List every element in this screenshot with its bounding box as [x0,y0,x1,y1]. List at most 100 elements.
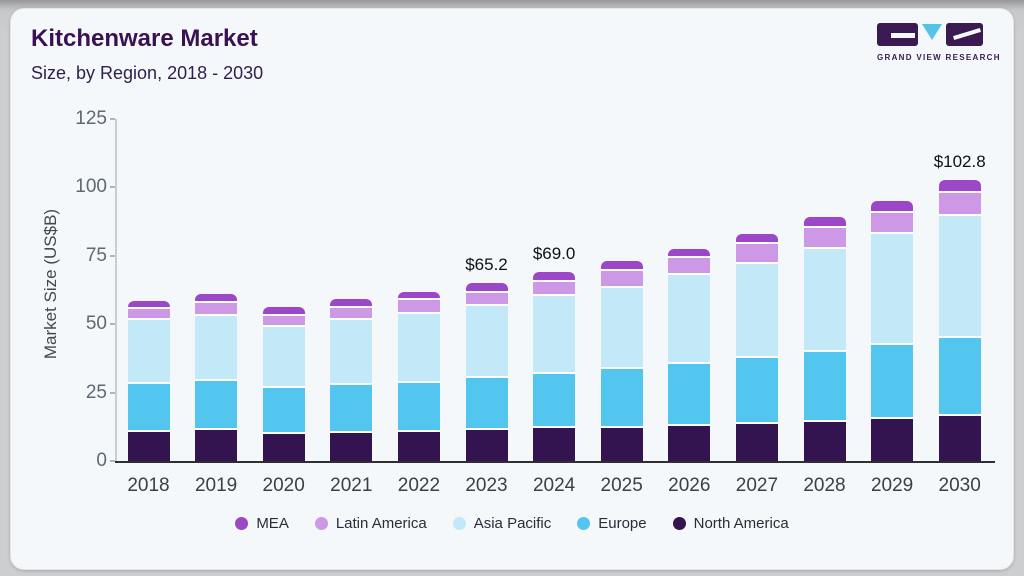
y-tick-label: 100 [75,176,107,198]
bar-segment-north-america [195,430,238,461]
bar-segment-mea [397,291,440,301]
bar-segment-north-america [871,419,914,461]
bar-segment-europe [533,373,576,429]
x-axis-line [115,461,995,463]
bar-segment-latin-america [127,309,170,321]
bar-segment-mea [871,200,914,213]
legend-swatch-icon [672,517,686,530]
bar-segment-asia-pacific [803,249,846,352]
y-tick-label: 125 [75,108,107,129]
bar-segment-asia-pacific [397,313,440,383]
bar-segment-north-america [735,423,778,461]
bar-segment-mea [668,248,711,259]
bar-segment-latin-america [533,281,576,297]
y-tick-mark [110,391,115,394]
bar-segment-north-america [803,421,846,461]
x-tick-label: 2026 [668,475,711,496]
bar-segment-latin-america [735,244,778,264]
legend-item-mea: MEA [235,515,289,532]
legend-label: Europe [598,515,647,532]
legend: MEA Latin America Asia Pacific Europe North … [11,515,1013,532]
bar-segment-latin-america [465,292,508,307]
x-tick-label: 2028 [803,475,846,496]
y-tick-mark [110,118,115,120]
x-tick-label: 2020 [262,475,305,496]
legend-item-latin-america: Latin America [314,515,427,532]
bar-group-2027 [735,233,778,461]
bar-segment-mea [465,282,508,293]
bar-segment-latin-america [600,271,643,288]
bar-segment-asia-pacific [600,287,643,369]
gvr-r-icon [946,23,983,46]
bar-segment-latin-america [803,228,846,250]
grand-view-research-logo: GRAND VIEW RESEARCH [877,23,1001,62]
bar-segment-mea [533,272,576,282]
bar-segment-asia-pacific [195,315,238,382]
data-label-2024: $69.0 [532,244,576,264]
x-tick-label: 2025 [600,475,643,496]
bar-segment-europe [938,337,981,417]
bar-segment-north-america [127,431,170,461]
bar-segment-europe [127,384,170,432]
y-axis-line [115,119,117,463]
bar-segment-latin-america [330,307,373,321]
bar-group-2022 [397,291,440,461]
bar-segment-asia-pacific [330,320,373,386]
bar-segment-mea [735,233,778,245]
bar-segment-latin-america [262,315,305,327]
x-tick-label: 2022 [397,475,441,496]
legend-label: MEA [256,515,289,532]
gvr-logo-mark [877,23,985,48]
legend-swatch-icon [314,517,328,530]
y-tick-mark [110,323,115,326]
legend-swatch-icon [577,517,591,530]
bar-segment-europe [330,385,373,434]
legend-swatch-icon [452,517,466,530]
chart-card: Kitchenware Market Size, by Region, 2018… [10,8,1014,570]
legend-swatch-icon [235,517,249,530]
page-title: Kitchenware Market [31,25,258,52]
x-tick-label: 2021 [330,475,373,496]
x-tick-label: 2030 [938,475,981,496]
x-tick-label: 2029 [870,475,914,496]
bar-segment-mea [600,261,643,272]
bar-segment-europe [735,358,778,424]
x-tick-label: 2018 [127,475,170,496]
bar-segment-europe [803,351,846,422]
bar-segment-europe [195,381,238,431]
legend-item-europe: Europe [577,515,647,532]
data-label-2023: $65.2 [465,254,508,274]
bar-segment-latin-america [938,192,981,216]
bar-segment-asia-pacific [465,306,508,379]
bar-segment-mea [803,217,846,229]
legend-label: Asia Pacific [473,515,552,532]
page-subtitle: Size, by Region, 2018 - 2030 [31,63,264,83]
data-label-2030: $102.8 [933,151,986,171]
legend-item-north-america: North America [672,515,789,532]
bar-group-2026 [668,248,711,461]
x-tick-label: 2023 [465,475,508,496]
bar-segment-north-america [465,429,508,461]
bar-segment-north-america [668,425,711,461]
y-tick-label: 50 [85,313,107,335]
bar-group-2020 [262,306,305,461]
bar-segment-latin-america [668,258,711,276]
bar-group-2028 [803,217,846,461]
bar-segment-mea [262,306,305,316]
bar-segment-asia-pacific [262,326,305,388]
bar-group-2021 [330,299,373,461]
x-tick-label: 2027 [735,475,779,496]
y-tick-mark [110,254,115,257]
bar-group-2025 [600,261,643,461]
bar-segment-asia-pacific [127,320,170,385]
bar-group-2030 [938,179,981,461]
bar-segment-europe [262,387,305,434]
bar-segment-mea [938,179,981,193]
bar-segment-asia-pacific [871,233,914,345]
gvr-brand-text: GRAND VIEW RESEARCH [877,53,1001,62]
y-tick-mark [110,460,115,462]
y-tick-label: 0 [96,450,107,471]
bar-segment-europe [871,344,914,420]
y-tick-mark [110,186,115,189]
bar-segment-asia-pacific [938,215,981,338]
